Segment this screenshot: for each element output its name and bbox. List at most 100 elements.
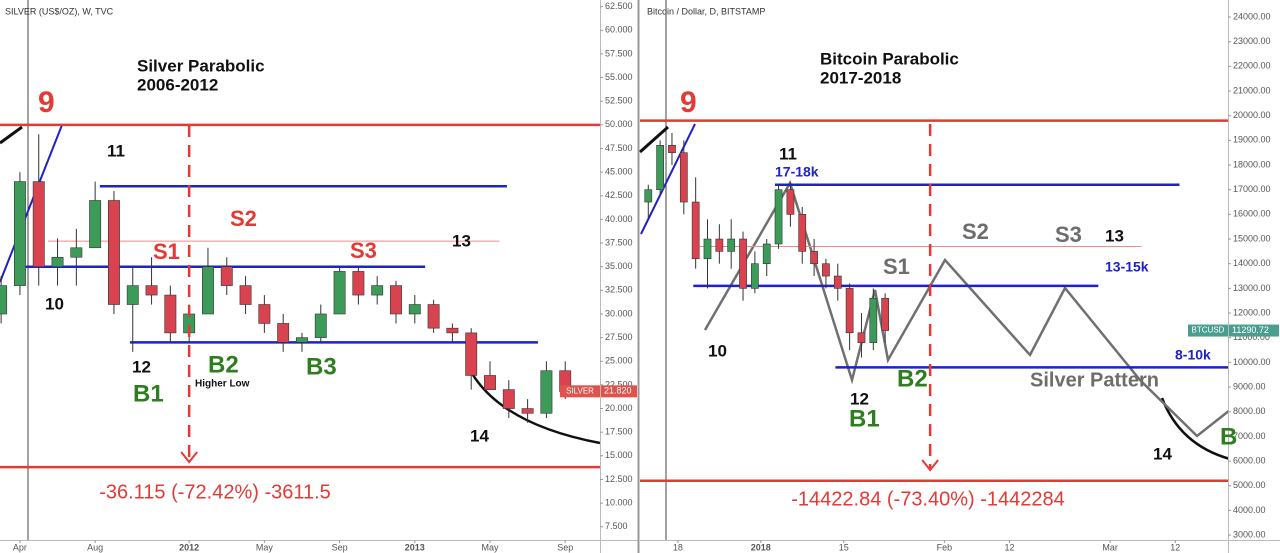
y-tick-label: 27.500 xyxy=(605,332,633,342)
annotation: B xyxy=(1220,423,1237,450)
candle-body xyxy=(656,144,664,191)
candle-body xyxy=(258,304,271,324)
price-axis xyxy=(600,0,638,553)
candle-body xyxy=(881,297,890,331)
annotation: 13-15k xyxy=(1105,259,1149,275)
annotation: 12 xyxy=(132,357,151,376)
y-tick-label: 50.000 xyxy=(605,119,633,129)
candle-body xyxy=(668,144,676,153)
y-tick-label: 14000.00 xyxy=(1233,258,1271,268)
annotation: S3 xyxy=(1055,222,1082,247)
x-tick-label: May xyxy=(256,542,274,552)
y-tick-label: 12000.00 xyxy=(1233,307,1271,317)
candle-body xyxy=(32,181,45,267)
y-tick-label: 13000.00 xyxy=(1233,283,1271,293)
x-tick-label: Sep xyxy=(332,542,348,552)
y-tick-label: 52.500 xyxy=(605,96,633,106)
x-tick-label: May xyxy=(481,542,499,552)
x-tick-label: Feb xyxy=(937,542,953,552)
y-tick-label: 22000.00 xyxy=(1233,61,1271,71)
x-tick-label: 2012 xyxy=(179,542,199,552)
candle-body xyxy=(869,297,878,343)
annotation: 10 xyxy=(45,294,64,313)
y-tick-label: 5000.00 xyxy=(1233,480,1266,490)
y-tick-label: 7.500 xyxy=(605,521,628,531)
x-tick-label: 15 xyxy=(839,542,849,552)
annotation: S2 xyxy=(962,219,989,244)
annotation: B3 xyxy=(306,353,337,380)
candle-body xyxy=(220,266,233,286)
candle-body xyxy=(352,271,365,296)
y-tick-label: 55.000 xyxy=(605,72,633,82)
candle-body xyxy=(333,271,346,315)
candle-body xyxy=(13,181,26,286)
candle-body xyxy=(540,370,553,414)
candle-body xyxy=(845,288,854,334)
annotation: S2 xyxy=(230,206,257,231)
annotation: 14 xyxy=(470,426,489,445)
candle-body xyxy=(51,256,64,267)
last-price-label: 11290.72 xyxy=(1232,325,1269,335)
change-label: -36.115 (-72.42%) -3611.5 xyxy=(99,481,331,503)
curve xyxy=(471,374,601,445)
annotation: 10 xyxy=(708,341,727,360)
symbol-tag xyxy=(1188,324,1228,337)
y-tick-label: 18000.00 xyxy=(1233,159,1271,169)
y-tick-label: 17.500 xyxy=(605,427,633,437)
candle-body xyxy=(810,251,818,265)
candle-body xyxy=(715,238,724,252)
y-tick-label: 11000.00 xyxy=(1233,332,1270,342)
candle-body xyxy=(108,200,120,305)
y-tick-label: 20.000 xyxy=(605,403,633,413)
y-tick-label: 19000.00 xyxy=(1233,135,1271,145)
candle-body xyxy=(857,332,866,343)
candle-body xyxy=(126,285,139,305)
y-tick-label: 45.000 xyxy=(605,166,633,176)
y-tick-label: 60.000 xyxy=(605,25,633,35)
candle-body xyxy=(164,294,177,334)
candle-body xyxy=(70,247,83,258)
annotation: 9 xyxy=(680,86,697,119)
candle-body xyxy=(0,285,8,315)
candle-body xyxy=(465,332,478,376)
x-tick-label: 2018 xyxy=(751,542,771,552)
candle-body xyxy=(786,189,795,215)
annotation: Higher Low xyxy=(195,379,250,390)
candle-body xyxy=(751,263,759,289)
symbol-tag-label: SILVER xyxy=(566,386,594,395)
candle-body xyxy=(774,189,783,245)
y-tick-label: 8000.00 xyxy=(1233,406,1266,416)
chart-subtitle: 2006-2012 xyxy=(137,75,218,94)
candle-body xyxy=(202,266,214,315)
y-tick-label: 17000.00 xyxy=(1233,184,1271,194)
curve xyxy=(0,125,23,145)
y-tick-label: 3000.00 xyxy=(1233,529,1266,539)
candle-body xyxy=(371,285,384,296)
x-tick-label: Aug xyxy=(87,542,103,552)
annotation: 11 xyxy=(107,141,125,160)
y-tick-label: 22.500 xyxy=(605,379,633,389)
y-tick-label: 9000.00 xyxy=(1233,381,1266,391)
y-tick-label: 35.000 xyxy=(605,261,633,271)
trend-line xyxy=(0,124,63,283)
drawings xyxy=(0,0,1231,540)
y-tick-label: 15.000 xyxy=(605,450,633,460)
candle-body xyxy=(390,285,402,315)
annotation: S1 xyxy=(153,239,180,264)
y-tick-label: 40.000 xyxy=(605,214,633,224)
y-tick-label: 7000.00 xyxy=(1233,431,1266,441)
candle-body xyxy=(727,238,736,252)
chart-title: Bitcoin Parabolic xyxy=(820,49,959,68)
y-tick-label: 37.500 xyxy=(605,237,633,247)
silver-pattern-path xyxy=(703,179,1231,438)
annotation: Silver Pattern xyxy=(1030,369,1159,391)
y-tick-label: 23000.00 xyxy=(1233,36,1271,46)
annotation: 17-18k xyxy=(775,164,819,180)
y-tick-label: 10.000 xyxy=(605,497,633,507)
y-tick-label: 42.500 xyxy=(605,190,633,200)
y-tick-label: 12.500 xyxy=(605,474,633,484)
y-tick-label: 57.500 xyxy=(605,48,633,58)
candle-body xyxy=(739,238,747,289)
annotation: 9 xyxy=(38,86,55,119)
